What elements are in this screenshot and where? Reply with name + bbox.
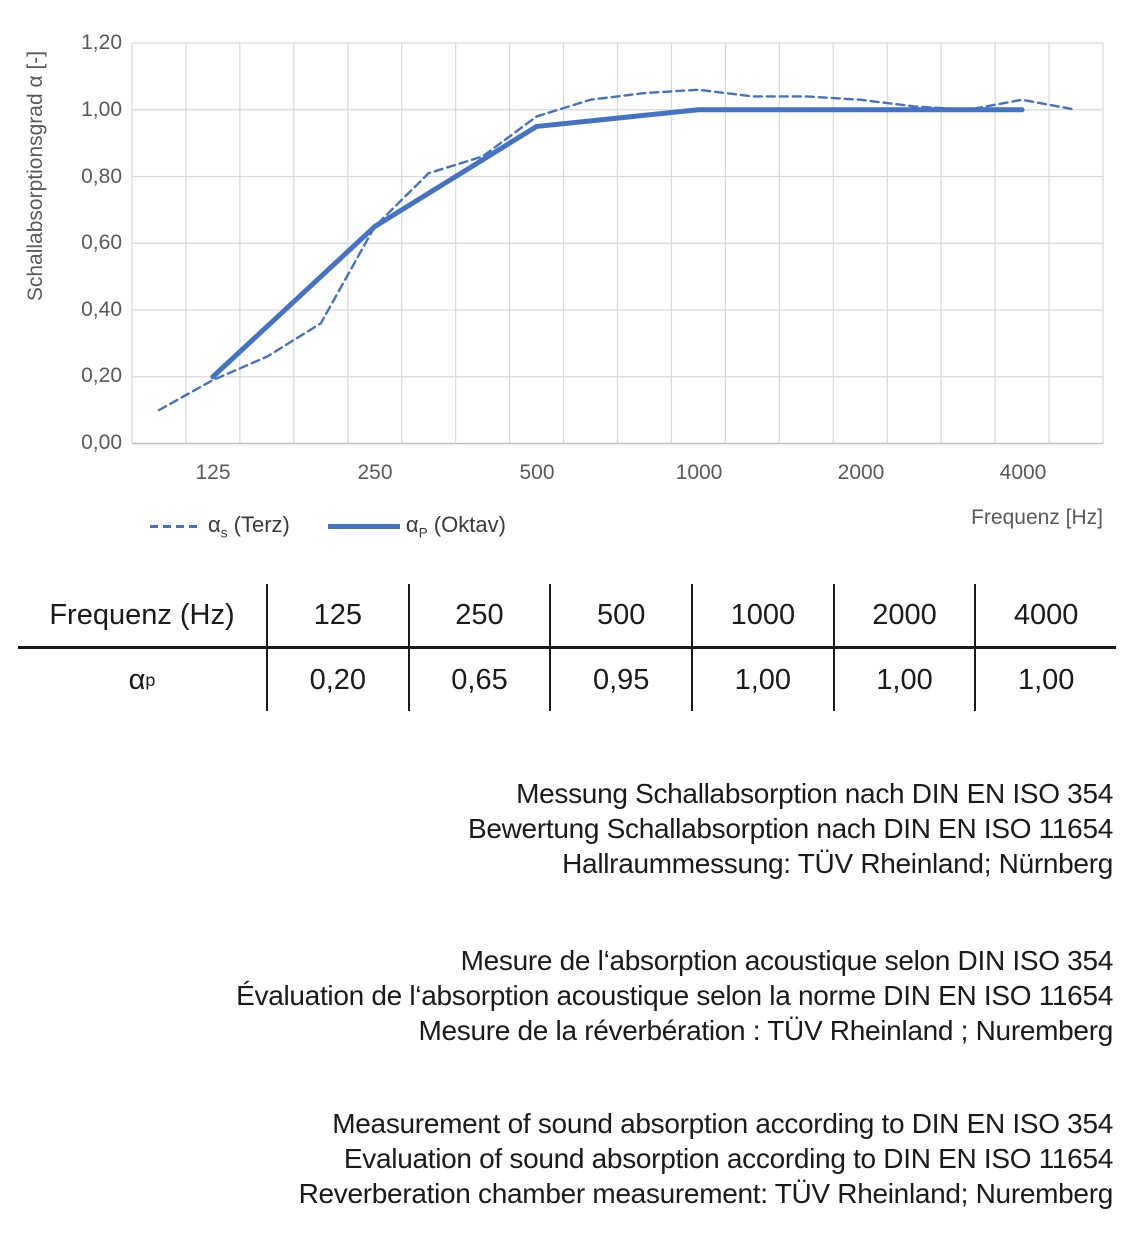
legend-label-terz: αs (Terz) (208, 512, 290, 541)
x-tick-label: 250 (357, 461, 393, 484)
table-value-cell: 1,00 (832, 649, 975, 711)
table-value-cell: 0,95 (549, 649, 691, 711)
table-value-cell: 1,00 (691, 649, 833, 711)
table-header-cell: 2000 (832, 584, 975, 649)
y-tick-label: 0,40 (81, 298, 122, 321)
table-header-cell: 250 (407, 584, 550, 649)
solid-line-swatch (327, 523, 400, 529)
table-value-cell: 1,00 (974, 649, 1116, 711)
note-line: Messung Schallabsorption nach DIN EN ISO… (516, 778, 1113, 809)
note-line: Mesure de la réverbération : TÜV Rheinla… (418, 1015, 1113, 1046)
x-tick-label: 1000 (675, 461, 723, 484)
note-english: Measurement of sound absorption accordin… (298, 1106, 1114, 1211)
note-line: Évaluation de l‘absorption acoustique se… (236, 980, 1113, 1011)
chart-plot-area (131, 42, 1104, 445)
x-tick-label: 125 (195, 461, 231, 484)
note-line: Bewertung Schallabsorption nach DIN EN I… (467, 813, 1113, 844)
dashed-line-swatch (150, 524, 202, 528)
x-tick-label: 500 (519, 461, 555, 484)
note-line: Evaluation of sound absorption according… (343, 1143, 1113, 1174)
x-axis-title: Frequenz [Hz] (971, 506, 1103, 529)
legend-item-terz: αs (Terz) (150, 512, 290, 540)
table-header-cell: Frequenz (Hz) (18, 584, 266, 649)
note-french: Mesure de l‘absorption acoustique selon … (236, 943, 1113, 1048)
table-header-cell: 4000 (974, 584, 1116, 649)
legend-label-oktav: αP (Oktav) (405, 512, 506, 541)
chart-legend: αs (Terz) αP (Oktav) (150, 512, 506, 540)
table-header-cell: 125 (266, 584, 408, 649)
y-tick-label: 0,60 (81, 231, 122, 254)
y-tick-label: 0,00 (81, 431, 122, 454)
sound-absorption-chart: Schallabsorptionsgrad α [-] 0,00 0,20 0,… (0, 0, 1135, 560)
y-tick-label: 0,80 (81, 165, 122, 188)
table-value-cell: 0,65 (407, 649, 550, 711)
note-line: Measurement of sound absorption accordin… (332, 1108, 1113, 1139)
note-german: Messung Schallabsorption nach DIN EN ISO… (468, 776, 1113, 881)
table-header-cell: 500 (549, 584, 691, 649)
note-line: Mesure de l‘absorption acoustique selon … (460, 945, 1114, 976)
table-header-cell: 1000 (691, 584, 833, 649)
y-tick-label: 0,20 (81, 364, 122, 387)
x-tick-label: 2000 (837, 461, 885, 484)
x-tick-label: 4000 (999, 461, 1047, 484)
y-tick-label: 1,20 (81, 31, 122, 54)
legend-item-oktav: αP (Oktav) (327, 512, 506, 541)
alpha-p-table: Frequenz (Hz) 125 250 500 1000 2000 4000… (18, 584, 1116, 711)
y-tick-label: 1,00 (81, 98, 122, 121)
note-line: Hallraummessung: TÜV Rheinland; Nürnberg (562, 848, 1113, 879)
series-terz-line (157, 88, 1078, 412)
note-line: Reverberation chamber measurement: TÜV R… (298, 1178, 1114, 1209)
series-oktav-line (210, 107, 1025, 380)
table-value-cell: 0,20 (266, 649, 408, 711)
y-axis-title: Schallabsorptionsgrad α [-] (24, 50, 47, 302)
